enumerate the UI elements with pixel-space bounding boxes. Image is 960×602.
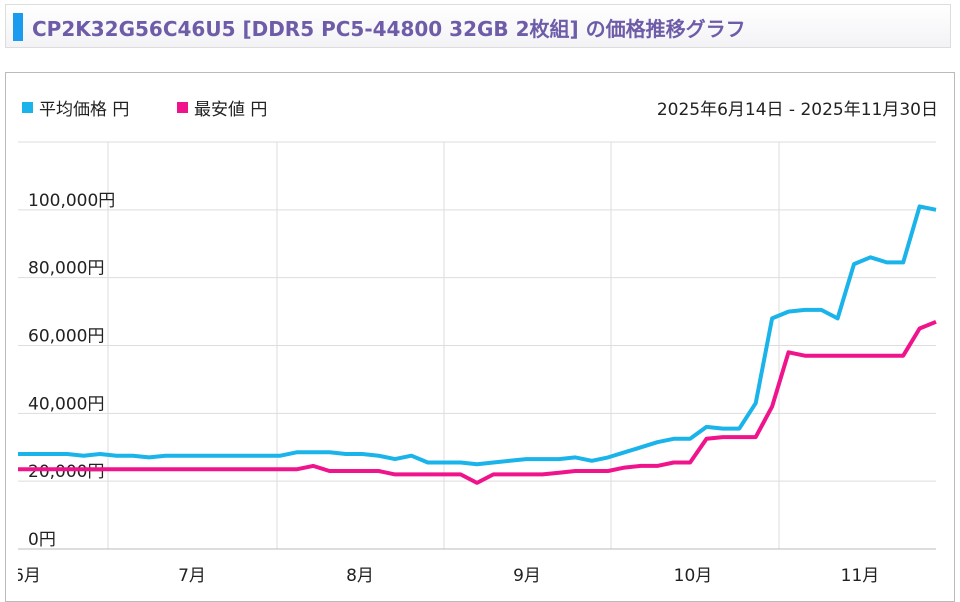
- legend-label: 最安値 円: [194, 100, 267, 120]
- x-tick-label: 7月: [178, 566, 206, 586]
- y-tick-label: 100,000円: [28, 191, 115, 211]
- x-tick-label: 6月: [13, 566, 41, 586]
- y-tick-label: 40,000円: [28, 394, 104, 414]
- y-tick-label: 80,000円: [28, 259, 104, 279]
- x-tick-label: 11月: [841, 566, 880, 586]
- price-line: [18, 204, 937, 467]
- date-range: 2025年6月14日 - 2025年11月30日: [657, 100, 938, 120]
- y-tick-label: 20,000円: [28, 462, 104, 482]
- legend-label: 平均価格 円: [39, 100, 129, 120]
- legend-swatch: [177, 102, 188, 113]
- plot: 0円 20,000円 40,000円 60,000円 80,000円 100,000円 6月…: [13, 141, 937, 586]
- x-tick-label: 8月: [346, 566, 374, 586]
- legend-swatch: [22, 102, 33, 113]
- header: CP2K32G56C46U5 [DDR5 PC5-44800 32GB 2枚組]…: [5, 4, 951, 48]
- page-title: CP2K32G56C46U5 [DDR5 PC5-44800 32GB 2枚組]…: [32, 17, 746, 41]
- price-line: [18, 319, 937, 485]
- x-tick-label: 9月: [513, 566, 541, 586]
- y-tick-label: 60,000円: [28, 327, 104, 347]
- x-tick-label: 10月: [674, 566, 713, 586]
- y-tick-label: 0円: [28, 530, 56, 550]
- accent-bar: [13, 13, 23, 41]
